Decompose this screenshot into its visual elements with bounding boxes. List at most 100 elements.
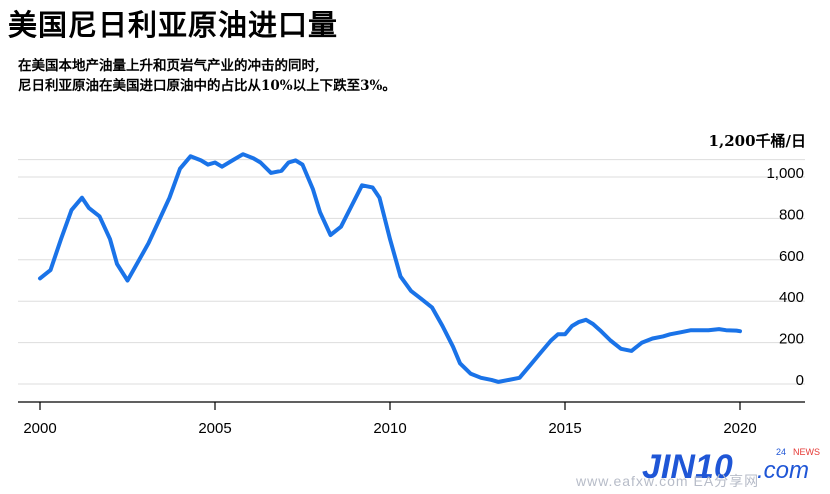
y-unit-label: 1,200千桶/日 (709, 132, 806, 150)
data-point (507, 378, 511, 382)
data-point (717, 327, 721, 331)
data-point (738, 329, 742, 333)
data-point (640, 341, 644, 345)
y-tick-label: 0 (796, 372, 804, 389)
data-point (147, 241, 150, 245)
data-point (430, 305, 434, 309)
watermark-url: www.eafxw.com EA分享网 (575, 473, 759, 489)
y-tick-label: 600 (779, 248, 804, 265)
data-point (679, 330, 682, 334)
data-point (735, 329, 738, 333)
data-point (598, 328, 602, 332)
x-tick-label: 2020 (723, 420, 756, 437)
data-point (668, 332, 672, 336)
data-point (329, 233, 332, 237)
data-point (577, 320, 581, 324)
data-point (213, 161, 217, 164)
watermark: JIN10 .com 24 NEWS www.eafxw.com EA分享网 (575, 447, 820, 489)
grid-lines (18, 159, 805, 385)
data-point (168, 196, 171, 200)
data-point (269, 171, 273, 175)
data-point (497, 380, 500, 384)
data-point (311, 187, 315, 191)
subtitle-line-1: 在美国本地产油量上升和页岩气产业的冲击的同时, (18, 58, 320, 74)
data-point (528, 363, 532, 367)
data-point (108, 237, 112, 241)
data-point (371, 185, 374, 189)
data-point (259, 161, 262, 164)
data-point (318, 210, 322, 214)
data-point (301, 163, 304, 167)
data-point (724, 328, 728, 332)
data-point (563, 332, 567, 336)
x-tick-label: 2005 (198, 420, 231, 437)
y-tick-label: 1,000 (766, 165, 804, 182)
data-point (609, 339, 612, 342)
data-point (140, 254, 143, 258)
data-point (549, 339, 553, 342)
data-point (206, 163, 210, 167)
data-point (252, 156, 255, 160)
data-point (479, 376, 483, 380)
watermark-news: NEWS (793, 447, 820, 457)
data-point (241, 152, 245, 156)
data-point (591, 322, 595, 326)
data-point (556, 332, 560, 336)
data-point (98, 214, 101, 218)
subtitle-line-2: 尼日利亚原油在美国进口原油中的占比从10%以上下跌至3%。 (18, 78, 396, 94)
data-point (126, 279, 129, 282)
data-point (360, 183, 364, 187)
data-point (80, 196, 84, 200)
data-point (689, 328, 693, 332)
data-point (451, 345, 455, 349)
x-tick-label: 2015 (548, 420, 581, 437)
data-point (584, 318, 588, 322)
x-tick-label: 2010 (373, 420, 406, 437)
data-point (350, 204, 353, 208)
data-point (490, 378, 493, 382)
y-tick-label: 400 (779, 289, 804, 306)
data-point (388, 237, 392, 241)
data-point (378, 196, 381, 200)
data-point (458, 361, 462, 365)
data-point (619, 347, 623, 351)
watermark-com: .com (757, 457, 809, 484)
data-point (199, 158, 203, 162)
data-point (115, 262, 119, 266)
data-point (700, 328, 703, 332)
data-point (409, 289, 413, 293)
data-point (87, 206, 91, 210)
y-tick-label: 800 (779, 206, 804, 223)
data-point (157, 219, 161, 222)
data-point (178, 167, 182, 171)
watermark-logo: JIN10 (642, 448, 733, 486)
data-point (38, 276, 42, 280)
data-point (287, 161, 290, 164)
data-point (280, 169, 283, 173)
data-points (38, 152, 742, 384)
y-tick-label: 200 (779, 331, 804, 348)
watermark-24: 24 (776, 447, 786, 457)
series-line (38, 152, 742, 384)
chart-subtitle: 在美国本地产油量上升和页岩气产业的冲击的同时, 尼日利亚原油在美国进口原油中的占… (18, 56, 396, 96)
data-point (420, 297, 423, 301)
data-point (294, 158, 297, 162)
data-point (469, 372, 472, 376)
x-axis-ticks: 2000 2005 2010 2015 2020 (23, 402, 757, 437)
data-point (539, 351, 542, 355)
y-axis-ticks: 0 200 400 600 800 1,000 (766, 165, 804, 389)
x-tick-label: 2000 (23, 420, 56, 437)
data-point (651, 337, 654, 340)
data-point (661, 334, 665, 338)
data-point (707, 328, 710, 332)
data-point (570, 324, 574, 328)
data-point (630, 349, 633, 353)
data-point (399, 274, 402, 278)
data-point (518, 376, 521, 380)
data-point (189, 154, 192, 158)
data-point (441, 324, 444, 328)
chart-title: 美国尼日利亚原油进口量 (8, 8, 339, 42)
data-point (49, 268, 52, 272)
data-point (70, 208, 73, 212)
